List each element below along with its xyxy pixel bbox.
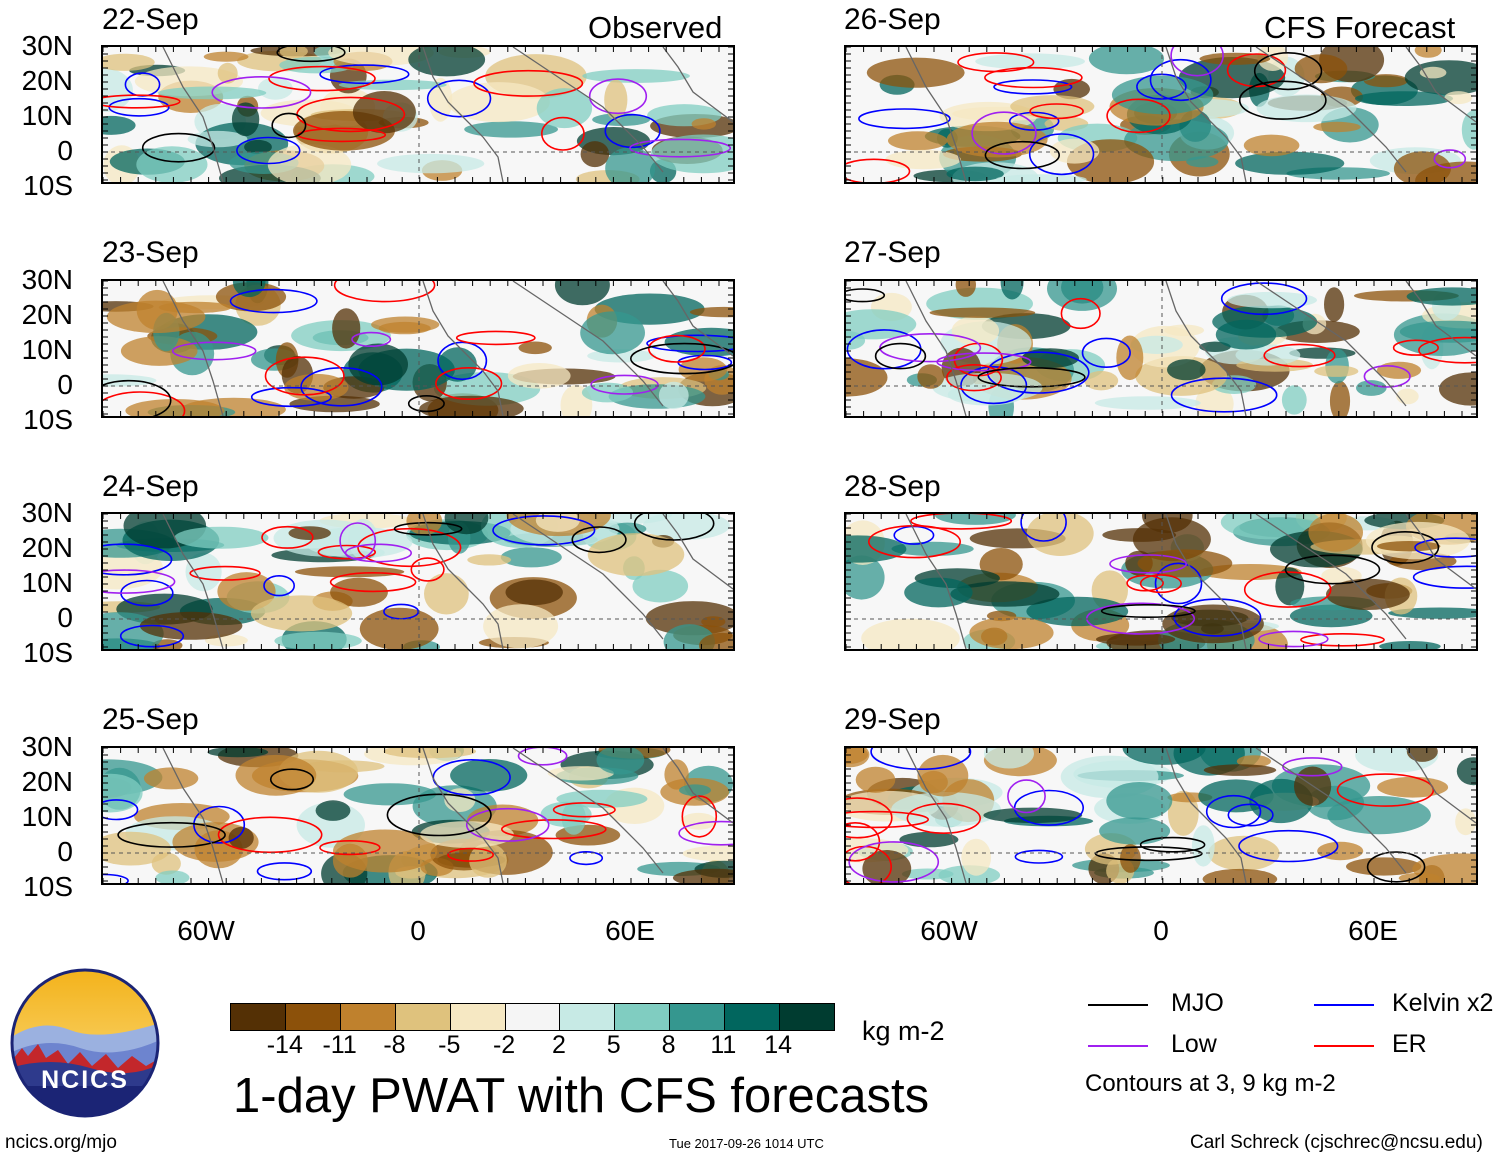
footer-credit: Carl Schreck (cjschrec@ncsu.edu) xyxy=(1190,1132,1483,1153)
map-panel-fc-4 xyxy=(844,746,1478,885)
colorbar-swatch xyxy=(560,1004,616,1030)
colorbar-tick-label: 8 xyxy=(661,1031,676,1059)
legend-line-kelvin xyxy=(1314,1004,1374,1006)
colorbar-swatch xyxy=(725,1004,781,1030)
colorbar-swatch xyxy=(615,1004,671,1030)
legend-label-mjo: MJO xyxy=(1171,989,1224,1017)
figure-title: 1-day PWAT with CFS forecasts xyxy=(233,1069,930,1123)
y-tick-label: 20N xyxy=(21,532,73,563)
panel-date-obs-3: 24-Sep xyxy=(102,470,199,503)
colorbar-tick-label: -2 xyxy=(492,1031,516,1059)
panel-date-fc-4: 29-Sep xyxy=(844,703,941,736)
y-tick-label: 30N xyxy=(21,497,73,528)
colorbar-swatch xyxy=(285,1004,341,1030)
legend-line-er xyxy=(1314,1045,1374,1047)
y-tick-label: 20N xyxy=(21,299,73,330)
colorbar-tick-label: 11 xyxy=(710,1031,737,1059)
logo-text: NCICS xyxy=(41,1066,129,1094)
x-tick-60w-fc: 60W xyxy=(920,915,978,946)
footer-url[interactable]: ncics.org/mjo xyxy=(5,1132,117,1153)
legend-label-low: Low xyxy=(1171,1030,1217,1058)
y-tick-label: 20N xyxy=(21,65,73,96)
y-tick-label: 10S xyxy=(23,404,73,435)
colorbar-tick-label: -5 xyxy=(438,1031,461,1059)
legend-label-kelvin: Kelvin x2 xyxy=(1392,989,1494,1017)
colorbar-tick-label: 2 xyxy=(551,1031,566,1059)
colorbar-units: kg m-2 xyxy=(862,1016,945,1046)
y-tick-label: 10S xyxy=(23,170,73,201)
y-tick-label: 30N xyxy=(21,30,73,61)
x-tick-60e-obs: 60E xyxy=(605,915,655,946)
colorbar-swatch xyxy=(340,1004,396,1030)
map-panel-fc-2 xyxy=(844,279,1478,418)
y-tick-label: 30N xyxy=(21,264,73,295)
y-tick-label: 30N xyxy=(21,731,73,762)
colorbar-swatch xyxy=(505,1004,561,1030)
colorbar-swatch xyxy=(780,1004,834,1030)
y-tick-label: 0 xyxy=(57,369,73,400)
colorbar-tick-label: 5 xyxy=(606,1031,621,1059)
map-panel-obs-2 xyxy=(101,279,735,418)
y-tick-label: 0 xyxy=(57,602,73,633)
y-tick-label: 10S xyxy=(23,637,73,668)
map-panel-fc-3 xyxy=(844,512,1478,651)
legend-note: Contours at 3, 9 kg m-2 xyxy=(1085,1070,1336,1097)
colorbar-swatch xyxy=(395,1004,451,1030)
panel-date-fc-2: 27-Sep xyxy=(844,236,941,269)
y-tick-label: 0 xyxy=(57,135,73,166)
legend-label-er: ER xyxy=(1392,1030,1427,1058)
ncics-logo: NCICS xyxy=(10,968,160,1118)
map-panel-obs-3 xyxy=(101,512,735,651)
x-tick-0-obs: 0 xyxy=(410,915,426,946)
map-panel-obs-1 xyxy=(101,45,735,184)
map-panel-obs-4 xyxy=(101,746,735,885)
legend-line-mjo xyxy=(1088,1004,1148,1006)
panel-date-obs-1: 22-Sep xyxy=(102,3,199,36)
colorbar-tick-label: -14 xyxy=(266,1031,303,1059)
y-tick-label: 10N xyxy=(21,567,73,598)
colorbar-tick-label: -11 xyxy=(322,1031,357,1059)
y-tick-label: 0 xyxy=(57,836,73,867)
colorbar-swatch xyxy=(231,1004,286,1030)
map-panel-fc-1 xyxy=(844,45,1478,184)
x-tick-0-fc: 0 xyxy=(1153,915,1169,946)
panel-date-fc-3: 28-Sep xyxy=(844,470,941,503)
footer-timestamp: Tue 2017-09-26 1014 UTC xyxy=(669,1136,824,1151)
observed-header: Observed xyxy=(588,10,723,45)
y-tick-label: 10N xyxy=(21,801,73,832)
y-tick-label: 20N xyxy=(21,766,73,797)
colorbar-tick-label: 14 xyxy=(764,1031,793,1059)
panel-date-obs-2: 23-Sep xyxy=(102,236,199,269)
y-tick-label: 10N xyxy=(21,334,73,365)
colorbar-swatch xyxy=(450,1004,506,1030)
y-tick-label: 10S xyxy=(23,871,73,902)
panel-date-obs-4: 25-Sep xyxy=(102,703,199,736)
colorbar xyxy=(230,1003,835,1031)
x-tick-60e-fc: 60E xyxy=(1348,915,1398,946)
y-tick-label: 10N xyxy=(21,100,73,131)
x-tick-60w-obs: 60W xyxy=(177,915,235,946)
colorbar-tick-label: -8 xyxy=(383,1031,406,1059)
colorbar-swatch xyxy=(670,1004,726,1030)
forecast-header: CFS Forecast xyxy=(1264,10,1456,45)
legend-line-low xyxy=(1088,1045,1148,1047)
panel-date-fc-1: 26-Sep xyxy=(844,3,941,36)
